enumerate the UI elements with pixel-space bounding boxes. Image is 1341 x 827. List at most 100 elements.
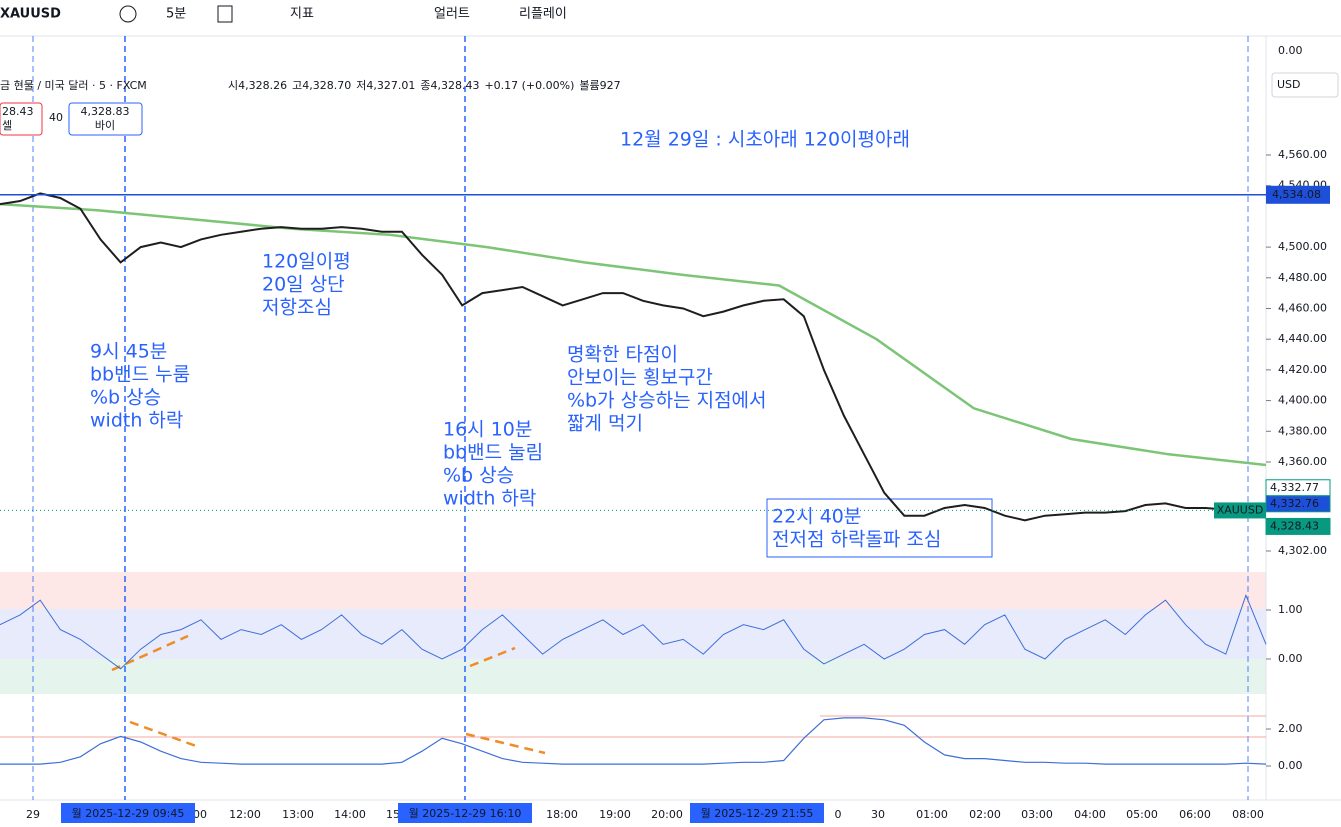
- legend-value: 종: [420, 79, 430, 92]
- annotation: %b 상승: [443, 465, 514, 487]
- time-label: 14:00: [334, 808, 366, 821]
- y-tick-label: 4,460.00: [1278, 301, 1327, 314]
- y-tick-label: 4,302.00: [1278, 544, 1327, 557]
- y-tick-label: 4,400.00: [1278, 394, 1327, 407]
- time-label: 05:00: [1126, 808, 1158, 821]
- time-marker-label: 월 2025-12-29 21:55: [701, 807, 814, 820]
- chart-type[interactable]: [217, 5, 233, 23]
- time-marker: [398, 803, 532, 823]
- y-tick-label: 4,480.00: [1278, 271, 1327, 284]
- legend-name: 금 현물 / 미국 달러 · 5 · FXCM: [0, 79, 147, 92]
- legend-value: 927: [600, 79, 621, 92]
- spread: 40: [49, 111, 63, 124]
- annotation: 전저점 하락돌파 조심: [772, 529, 941, 551]
- sell-button[interactable]: [0, 102, 43, 136]
- alert[interactable]: 얼러트: [434, 7, 470, 22]
- symbol-tag: [1214, 502, 1266, 519]
- series-line: [0, 202, 1267, 467]
- price-tag-label: 4,332.76: [1270, 497, 1319, 510]
- annotation: 20일 상단: [262, 274, 345, 296]
- time-label: 12:00: [229, 808, 261, 821]
- buy-label[interactable]: 바이: [95, 119, 115, 132]
- trend: [469, 646, 516, 668]
- sell-price[interactable]: 28.43: [2, 105, 34, 118]
- replay[interactable]: 리플레이: [519, 7, 567, 22]
- y-tick-label: 1.00: [1278, 603, 1303, 616]
- annotation-title: 12월 29일 : 시초아래 120이평아래: [620, 129, 910, 151]
- time-label: 08:00: [1232, 808, 1264, 821]
- price-tag-label: 4,328.43: [1270, 519, 1319, 532]
- annotation: width 하락: [443, 488, 536, 510]
- annotation: bb밴드 누룸: [90, 364, 190, 386]
- buy-button[interactable]: [68, 102, 143, 136]
- time-marker: [61, 803, 195, 823]
- currency-select[interactable]: [1271, 72, 1339, 98]
- time-label: 02:00: [969, 808, 1001, 821]
- series-line: [0, 593, 1267, 670]
- y-tick-label: 4,440.00: [1278, 332, 1327, 345]
- legend-value: 4,328.26: [238, 79, 287, 92]
- y-tick-label: 4,420.00: [1278, 363, 1327, 376]
- legend-value: 4,328.43: [430, 79, 479, 92]
- annotation: %b 상승: [90, 387, 161, 409]
- y-tick-label: 0.00: [1278, 652, 1303, 665]
- legend-value: 4,328.70: [302, 79, 351, 92]
- time-label: 13:00: [282, 808, 314, 821]
- symbol-tag-label: XAUUSD: [1217, 503, 1264, 516]
- price-tag-label: 4,332.77: [1270, 481, 1319, 494]
- y-tick-label: 0.00: [1278, 759, 1303, 772]
- annotation: 안보이는 횡보구간: [567, 367, 713, 389]
- time-label: 01:00: [916, 808, 948, 821]
- legend-value: 저: [356, 79, 366, 92]
- y-tick-label: 2.00: [1278, 722, 1303, 735]
- annotation: 짧게 먹기: [567, 413, 643, 435]
- time-label: 03:00: [1021, 808, 1053, 821]
- annotation: %b가 상승하는 지점에서: [567, 390, 767, 412]
- top-label: 0.00: [1278, 44, 1303, 57]
- y-tick-label: 4,560.00: [1278, 148, 1327, 161]
- buy-price[interactable]: 4,328.83: [81, 105, 130, 118]
- annotation: 16시 10분: [443, 419, 532, 441]
- y-tick-label: 4,500.00: [1278, 240, 1327, 253]
- note-box: [766, 498, 993, 558]
- markers: [32, 36, 1249, 800]
- time-marker: [690, 803, 824, 823]
- price-tag: [1266, 185, 1330, 204]
- time-label: 00: [193, 808, 207, 821]
- price-tag-label: 4,534.08: [1272, 188, 1321, 201]
- panes: [0, 36, 1341, 801]
- time-label: 30: [871, 808, 885, 821]
- series-line: [0, 192, 1267, 522]
- zone-high: [0, 572, 1266, 609]
- time-label: 19:00: [599, 808, 631, 821]
- symbol[interactable]: XAUUSD: [0, 7, 61, 22]
- currency[interactable]: USD: [1277, 78, 1301, 91]
- legend-value: +0.17 (+0.00%): [484, 79, 574, 92]
- add-symbol[interactable]: [119, 5, 137, 23]
- toolbar: [0, 0, 1341, 36]
- trend: [129, 720, 197, 748]
- annotation: width 하락: [90, 410, 183, 432]
- zone-mid: [0, 609, 1266, 659]
- time-label: 18:00: [546, 808, 578, 821]
- trend-marks: [111, 634, 546, 755]
- legend-value: 볼륨: [579, 79, 599, 92]
- zone-low: [0, 659, 1266, 694]
- interval[interactable]: 5분: [166, 7, 186, 22]
- time-marker-label: 월 2025-12-29 09:45: [72, 807, 185, 820]
- price-tag: [1265, 517, 1331, 535]
- annotation: bb밴드 눌림: [443, 442, 543, 464]
- annotation: 9시 45분: [90, 341, 167, 363]
- y-tick-label: 4,360.00: [1278, 455, 1327, 468]
- sell-label[interactable]: 셀: [2, 119, 12, 132]
- time-label: 06:00: [1179, 808, 1211, 821]
- time-marker-label: 월 2025-12-29 16:10: [409, 807, 522, 820]
- series-line: [0, 717, 1267, 765]
- time-label: 0: [835, 808, 842, 821]
- y-tick-label: 4,380.00: [1278, 424, 1327, 437]
- annotation: 22시 40분: [772, 506, 861, 528]
- legend-value: 4,327.01: [366, 79, 415, 92]
- indicators[interactable]: 지표: [290, 7, 314, 22]
- legend-value: 고: [292, 79, 302, 92]
